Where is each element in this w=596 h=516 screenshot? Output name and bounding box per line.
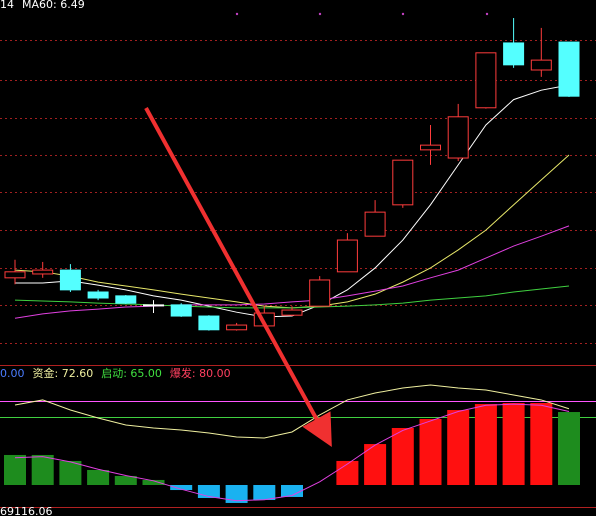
histogram-bar: [391, 427, 414, 485]
candle-body: [392, 159, 414, 206]
legend-text: 0.00: [0, 367, 25, 380]
legend-text: 资金: 72.60: [33, 366, 94, 380]
candle-body: [87, 291, 109, 299]
histogram-bar: [114, 475, 137, 485]
histogram-bar: [87, 469, 110, 485]
histogram-bar: [364, 444, 387, 485]
candle-body: [420, 144, 441, 151]
arrow-annotation: [144, 107, 332, 448]
indicator-line: [14, 384, 570, 439]
indicator-line: [14, 403, 570, 502]
histogram-bar: [142, 479, 165, 485]
histogram-bar: [474, 404, 497, 485]
candle-body: [309, 279, 331, 307]
candle-body: [558, 41, 580, 97]
candle-body: [281, 309, 303, 316]
histogram-bar: [59, 460, 82, 485]
histogram-bar: [502, 402, 525, 485]
histogram-bar: [253, 485, 276, 501]
histogram-bar: [558, 412, 580, 485]
candle-body: [115, 295, 137, 304]
histogram-bar: [170, 485, 193, 491]
legend-text: 爆发: 80.00: [170, 366, 231, 380]
histogram-bar: [530, 402, 553, 485]
legend-text: 启动: 65.00: [101, 367, 162, 380]
histogram-bar: [31, 454, 54, 485]
candle-body: [336, 239, 358, 273]
candle-body: [226, 324, 248, 331]
indicator-line: [14, 225, 570, 319]
candle-body: [59, 269, 81, 291]
candle-body: [170, 304, 192, 317]
histogram-bar: [419, 418, 442, 485]
candle-body: [32, 269, 54, 275]
candle-body: [503, 42, 525, 66]
candle-body: [143, 304, 164, 307]
candle-body: [364, 211, 386, 237]
histogram-bar: [447, 410, 470, 485]
candle-body: [4, 271, 26, 279]
candle-body: [198, 315, 220, 331]
histogram-bar: [225, 485, 248, 503]
top-markers: [235, 12, 489, 16]
legend-text: MA60: 6.49: [22, 0, 85, 11]
histogram-bar: [4, 454, 26, 485]
legend-text: 14: [0, 0, 14, 11]
histogram-bar: [281, 485, 303, 497]
candle-body: [530, 59, 552, 71]
footer-value: 69116.06: [0, 505, 53, 516]
candle-body: [475, 52, 497, 109]
candle-body: [447, 116, 469, 159]
